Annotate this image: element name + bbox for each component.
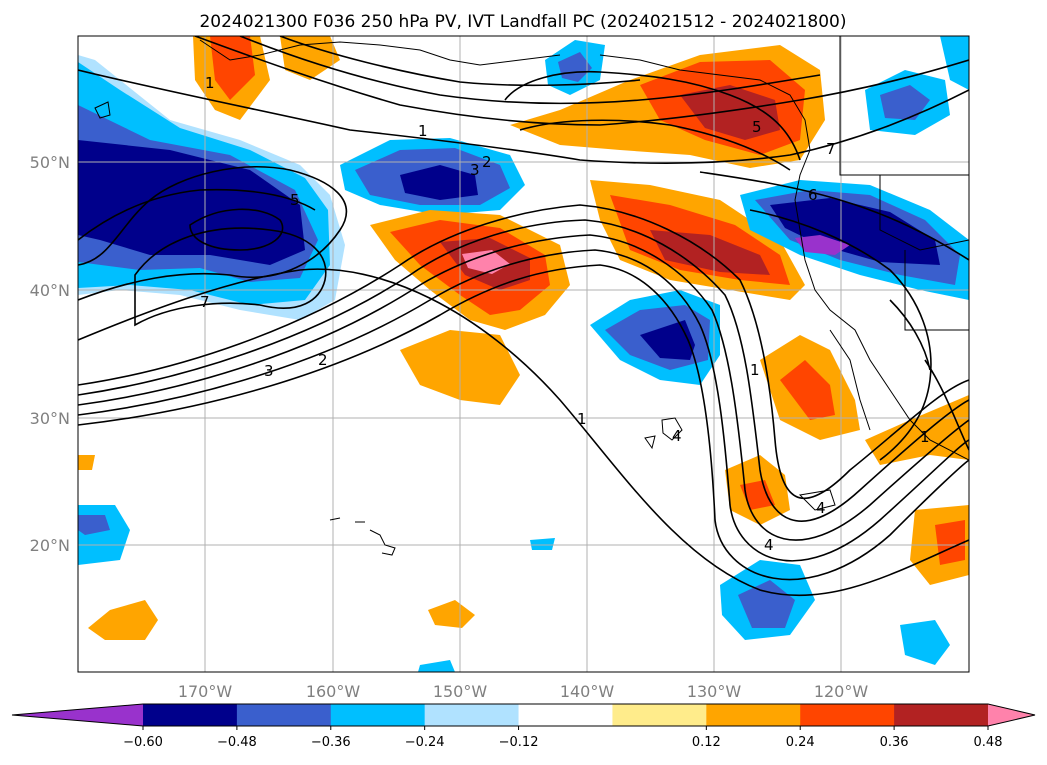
contour-label: 4	[764, 536, 774, 554]
negative-anomaly-southeast	[900, 620, 950, 665]
colorbar-segment	[894, 704, 989, 726]
map-plot-area: 1 2 3 5 7 1 3 2 1 1 5 7 6 1 4 4 4	[77, 35, 970, 673]
negative-anomaly-west-core	[78, 140, 305, 265]
contour-label: 5	[752, 118, 762, 136]
colorbar-tick-label: −0.60	[123, 735, 163, 750]
contour-label: 3	[470, 161, 480, 179]
contour-label: 1	[577, 410, 587, 428]
lon-label: 130°W	[687, 682, 742, 701]
positive-anomaly-north-1-core	[210, 36, 255, 100]
figure-title: 2024021300 F036 250 hPa PV, IVT Landfall…	[199, 12, 846, 32]
negative-anomaly-bottom	[418, 660, 455, 672]
contour-label: 7	[826, 140, 836, 158]
contour-label: 5	[290, 191, 300, 209]
negative-anomaly-southwest-core	[78, 515, 110, 535]
negative-anomaly-goa-core	[400, 165, 478, 200]
contour-label: 4	[672, 427, 682, 445]
negative-anomaly-north-2-core	[880, 85, 930, 120]
colorbar-tick-label: 0.36	[880, 735, 909, 750]
colorbar-segment	[143, 704, 238, 726]
negative-anomaly-north-1-core	[558, 52, 592, 82]
contour-labels: 1 2 3 5 7 1 3 2 1 1 5 7 6 1 4 4 4	[200, 74, 930, 554]
contour-label: 1	[750, 361, 760, 379]
colorbar-extend-high	[988, 704, 1035, 726]
contour-label: 6	[808, 186, 818, 204]
lat-label: 30°N	[30, 409, 70, 428]
colorbar-tick-label: 0.12	[692, 735, 721, 750]
colorbar-segment	[236, 704, 332, 726]
contour-label: 1	[920, 428, 930, 446]
positive-anomaly-baja-core	[780, 360, 835, 420]
positive-anomaly-small-2	[428, 600, 475, 628]
negative-anomaly-pnw-core	[770, 198, 940, 265]
colorbar-segment	[800, 704, 895, 726]
positive-anomaly-mexico-outer	[865, 395, 969, 465]
negative-anomaly-tiny	[530, 538, 555, 550]
colorbar-tick-label: −0.36	[311, 735, 351, 750]
contour-label: 7	[200, 293, 210, 311]
contour-label: 2	[318, 351, 328, 369]
lat-label: 40°N	[30, 281, 70, 300]
positive-anomaly-small-3	[78, 455, 95, 470]
colorbar-segment	[424, 704, 520, 726]
positive-anomaly-southeast-core	[935, 520, 965, 565]
colorbar-segment	[612, 704, 707, 726]
plot-frame	[77, 35, 970, 673]
lon-label: 120°W	[814, 682, 869, 701]
positive-anomaly-small-1	[88, 600, 158, 640]
contour-label: 4	[816, 499, 826, 517]
contour-label: 1	[418, 122, 428, 140]
contour-label: 2	[482, 153, 492, 171]
colorbar-tick-label: −0.24	[405, 735, 445, 750]
lon-label: 150°W	[433, 682, 488, 701]
contour-label: 3	[264, 362, 274, 380]
colorbar-tick-label: −0.48	[217, 735, 257, 750]
lat-label: 20°N	[30, 536, 70, 555]
colorbar-segment	[330, 704, 426, 726]
lon-label: 170°W	[178, 682, 233, 701]
colorbar-segment	[518, 704, 613, 726]
latitude-labels: 50°N 40°N 30°N 20°N	[30, 153, 70, 555]
colorbar-segment	[706, 704, 801, 726]
negative-anomaly-north-3	[940, 36, 969, 90]
negative-anomaly-pnw-peak	[795, 235, 850, 255]
positive-anomaly-offshore-core	[650, 230, 770, 275]
positive-anomaly-south-core	[740, 480, 775, 510]
colorbar: −0.60 −0.48 −0.36 −0.24 −0.12 0.12 0.24 0.36 0.4…	[11, 703, 1036, 750]
positive-anomaly-coast-core	[680, 85, 780, 140]
negative-anomaly-subtropical-core	[640, 320, 695, 360]
lat-label: 50°N	[30, 153, 70, 172]
longitude-labels: 170°W 160°W 150°W 140°W 130°W 120°W	[178, 682, 869, 701]
ivt-contours	[78, 36, 969, 597]
contour-label: 1	[205, 74, 215, 92]
negative-anomaly-south-core	[738, 580, 795, 628]
colorbar-extend-low	[12, 704, 143, 726]
lon-label: 140°W	[560, 682, 615, 701]
positive-anomaly-north-2	[280, 36, 340, 80]
colorbar-tick-label: −0.12	[499, 735, 539, 750]
colorbar-tick-label: 0.24	[786, 735, 815, 750]
colorbar-tick-label: 0.48	[974, 735, 1003, 750]
lon-label: 160°W	[306, 682, 361, 701]
